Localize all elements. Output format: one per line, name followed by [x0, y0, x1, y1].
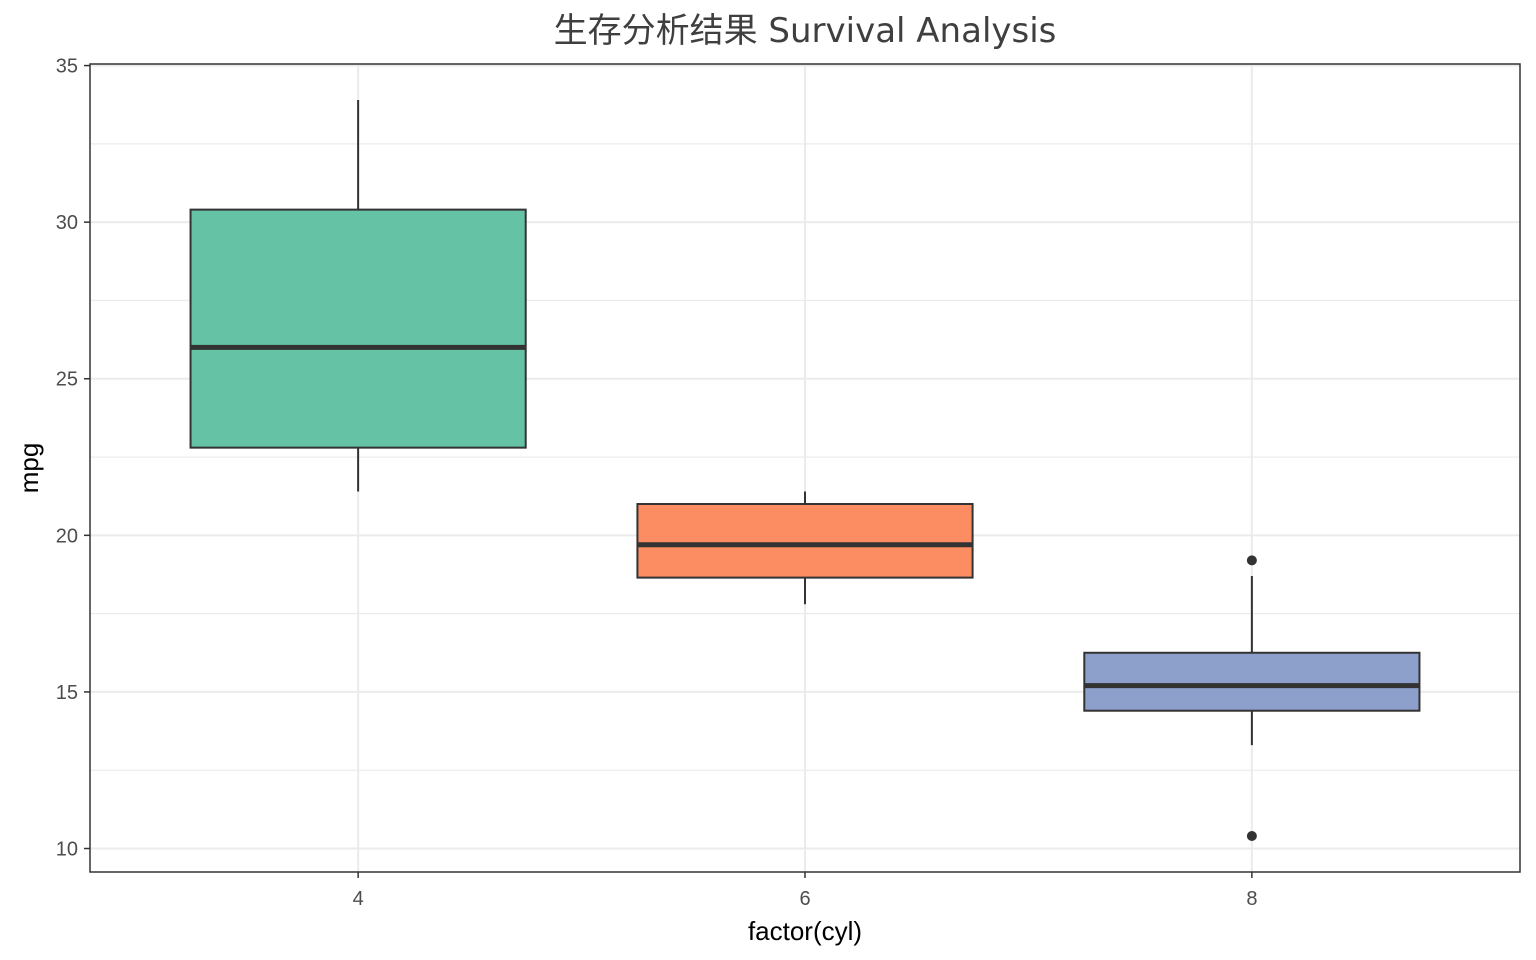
x-axis-title: factor(cyl) — [748, 916, 862, 946]
chart-title: 生存分析结果 Survival Analysis — [554, 11, 1057, 51]
y-axis-title: mpg — [14, 443, 44, 494]
grid-layer — [90, 64, 1520, 872]
box-group-4 — [189, 100, 527, 492]
y-tick-label: 20 — [56, 525, 78, 547]
box-group-8 — [1083, 555, 1421, 841]
box-group-6 — [636, 491, 974, 605]
box-body — [189, 208, 527, 449]
outlier-point — [1246, 555, 1257, 566]
boxes-layer — [189, 100, 1421, 841]
axis-layer: 10 15 20 25 30 35 4 6 8 — [56, 56, 1258, 910]
x-tick-label: 6 — [799, 888, 810, 910]
y-tick-label: 10 — [56, 839, 78, 861]
y-tick-label: 25 — [56, 369, 78, 391]
box-body — [1083, 651, 1421, 712]
y-tick-label: 35 — [56, 56, 78, 78]
y-tick-label: 30 — [56, 212, 78, 234]
outlier-point — [1246, 830, 1257, 841]
x-tick-label: 8 — [1246, 888, 1257, 910]
x-tick-label: 4 — [353, 888, 364, 910]
y-tick-label: 15 — [56, 682, 78, 704]
box-body — [636, 503, 974, 579]
